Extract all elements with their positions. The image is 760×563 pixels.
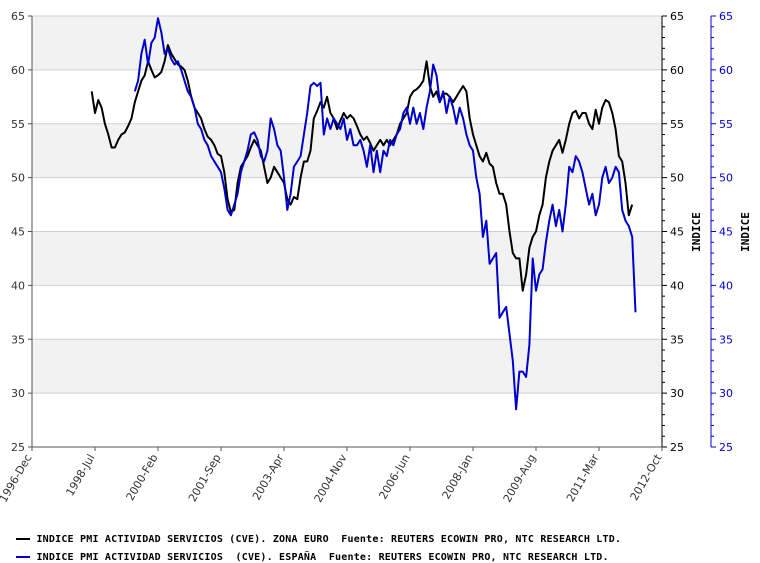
x-tick-label: 2001-Sep xyxy=(186,452,224,504)
left-tick-label: 45 xyxy=(11,226,25,239)
pmi-line-chart: 25 30 35 40 45 50 55 60 65 25 30 35 40 45 50 55 60 65 25… xyxy=(0,10,752,505)
grid-band xyxy=(32,16,662,70)
series-line-espana xyxy=(133,17,637,411)
right-tick-label-black: 45 xyxy=(670,226,684,239)
right-tick-label-black: 60 xyxy=(670,64,684,77)
right-y-axis-black: 25 30 35 40 45 50 55 60 65 xyxy=(661,10,684,454)
left-tick-label: 30 xyxy=(11,387,25,400)
right-tick-label-black: 55 xyxy=(670,118,684,131)
right-tick-label-blue: 55 xyxy=(719,118,733,131)
x-tick-label: 1998-Jul xyxy=(63,452,97,498)
grid-band xyxy=(32,393,662,447)
series-lines xyxy=(90,17,637,411)
left-tick-label: 40 xyxy=(11,279,25,292)
legend-entry-zona-euro: INDICE PMI ACTIVIDAD SERVICIOS (CVE). ZO… xyxy=(4,523,621,545)
right-tick-label-black: 30 xyxy=(670,387,684,400)
grid-band xyxy=(32,339,662,394)
series-line-zona-euro xyxy=(90,44,634,292)
right-tick-label-black: 35 xyxy=(670,333,684,346)
legend-entry-espana: INDICE PMI ACTIVIDAD SERVICIOS (CVE). ES… xyxy=(4,541,609,563)
x-tick-label: 1996-Dec xyxy=(0,452,35,505)
legend-swatch-zona-euro xyxy=(16,538,31,540)
right-tick-label-blue: 65 xyxy=(719,10,733,23)
right-tick-label-black: 65 xyxy=(670,10,684,23)
grid-band xyxy=(32,69,662,124)
x-tick-label: 2003-Apr xyxy=(250,452,287,503)
right-tick-label-blue: 30 xyxy=(719,387,733,400)
right-tick-label-blue: 40 xyxy=(719,279,733,292)
right-tick-label-blue: 60 xyxy=(719,64,733,77)
left-tick-label: 35 xyxy=(11,333,25,346)
x-axis: 1996-Dec 1998-Jul 2000-Feb 2001-Sep 2003-Apr… xyxy=(0,446,665,505)
right-axis-label-blue: INDICE xyxy=(739,212,752,252)
left-y-axis: 25 30 35 40 45 50 55 60 65 xyxy=(11,10,33,454)
x-tick-label: 2011-Mar xyxy=(564,452,602,505)
right-y-axis-blue: 25 30 35 40 45 50 55 60 65 xyxy=(710,10,733,454)
left-tick-label: 65 xyxy=(11,10,25,23)
grid-band xyxy=(32,123,662,178)
right-tick-label-blue: 45 xyxy=(719,226,733,239)
x-tick-label: 2012-Oct xyxy=(628,451,665,503)
right-tick-label-black: 40 xyxy=(670,279,684,292)
x-tick-label: 2009-Aug xyxy=(501,452,539,505)
legend-swatch-espana xyxy=(16,556,31,558)
grid-bands xyxy=(32,15,662,448)
right-tick-label-blue: 50 xyxy=(719,172,733,185)
left-tick-label: 25 xyxy=(11,441,25,454)
x-tick-label: 2008-Jan xyxy=(440,452,476,501)
grid-band xyxy=(32,285,662,340)
right-tick-label-black: 50 xyxy=(670,172,684,185)
right-tick-label-blue: 25 xyxy=(719,441,733,454)
right-tick-label-blue: 35 xyxy=(719,333,733,346)
x-tick-label: 2000-Feb xyxy=(124,452,161,503)
left-tick-label: 60 xyxy=(11,64,25,77)
left-tick-label: 55 xyxy=(11,118,25,131)
left-tick-label: 50 xyxy=(11,172,25,185)
right-axis-label-black: INDICE xyxy=(690,212,703,252)
x-tick-label: 2006-Jun xyxy=(376,452,412,502)
legend-label-zona-euro: INDICE PMI ACTIVIDAD SERVICIOS (CVE). ZO… xyxy=(36,534,622,545)
grid-band xyxy=(32,231,662,286)
right-tick-label-black: 25 xyxy=(670,441,684,454)
x-tick-label: 2004-Nov xyxy=(312,452,350,505)
